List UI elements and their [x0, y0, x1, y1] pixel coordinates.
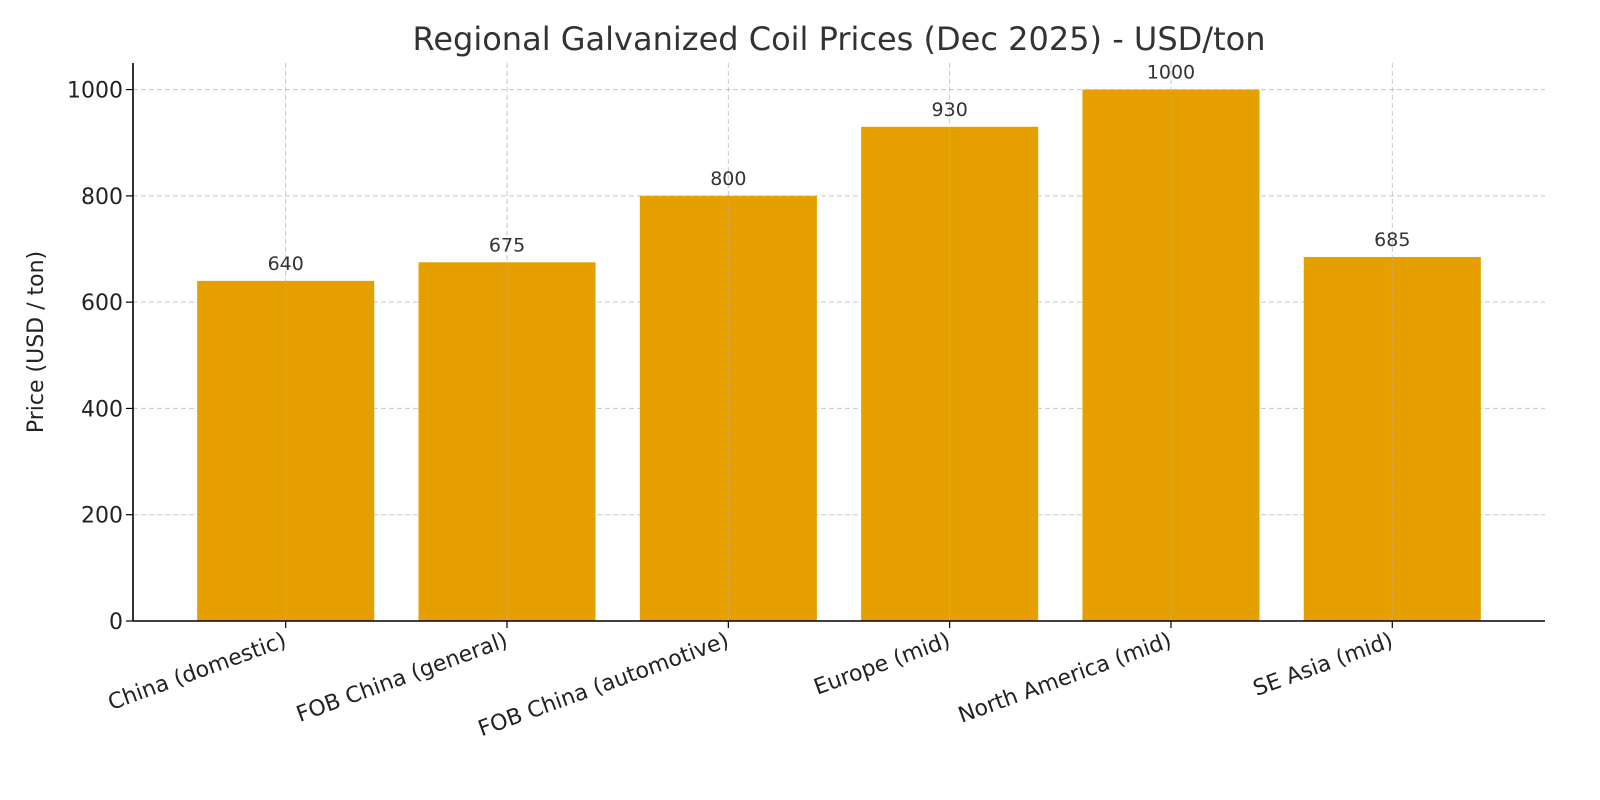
data-label: 1000 [1147, 62, 1195, 84]
bars [197, 89, 1481, 622]
y-tick-label: 200 [81, 504, 123, 529]
data-label: 685 [1374, 229, 1410, 251]
y-tick-label: 0 [109, 610, 123, 635]
x-tick-label: Europe (mid) [811, 628, 954, 700]
y-tick-label: 800 [81, 185, 123, 210]
grid-vertical [285, 63, 1393, 621]
x-tick-label: SE Asia (mid) [1250, 628, 1396, 702]
x-tick-label: North America (mid) [955, 628, 1175, 728]
chart-title: Regional Galvanized Coil Prices (Dec 202… [413, 20, 1266, 58]
data-labels: 640 675 800 930 1000 685 [268, 62, 1411, 275]
y-tick-label: 400 [81, 397, 123, 422]
y-axis-label: Price (USD / ton) [24, 251, 49, 433]
x-ticks: China (domestic) FOB China (general)FOB C… [105, 621, 1396, 742]
data-label: 675 [489, 234, 525, 256]
x-tick-label: China (domestic) [105, 628, 290, 716]
data-label: 930 [932, 99, 968, 121]
y-tick-label: 600 [81, 291, 123, 316]
x-tick-label: FOB China (general) [293, 628, 511, 728]
data-label: 800 [710, 168, 746, 190]
data-label: 640 [268, 253, 304, 275]
y-ticks: 0 200 400 600 800 1000 [67, 79, 133, 635]
x-tick-label: FOB China (automotive) [475, 628, 732, 742]
y-tick-label: 1000 [67, 79, 123, 104]
